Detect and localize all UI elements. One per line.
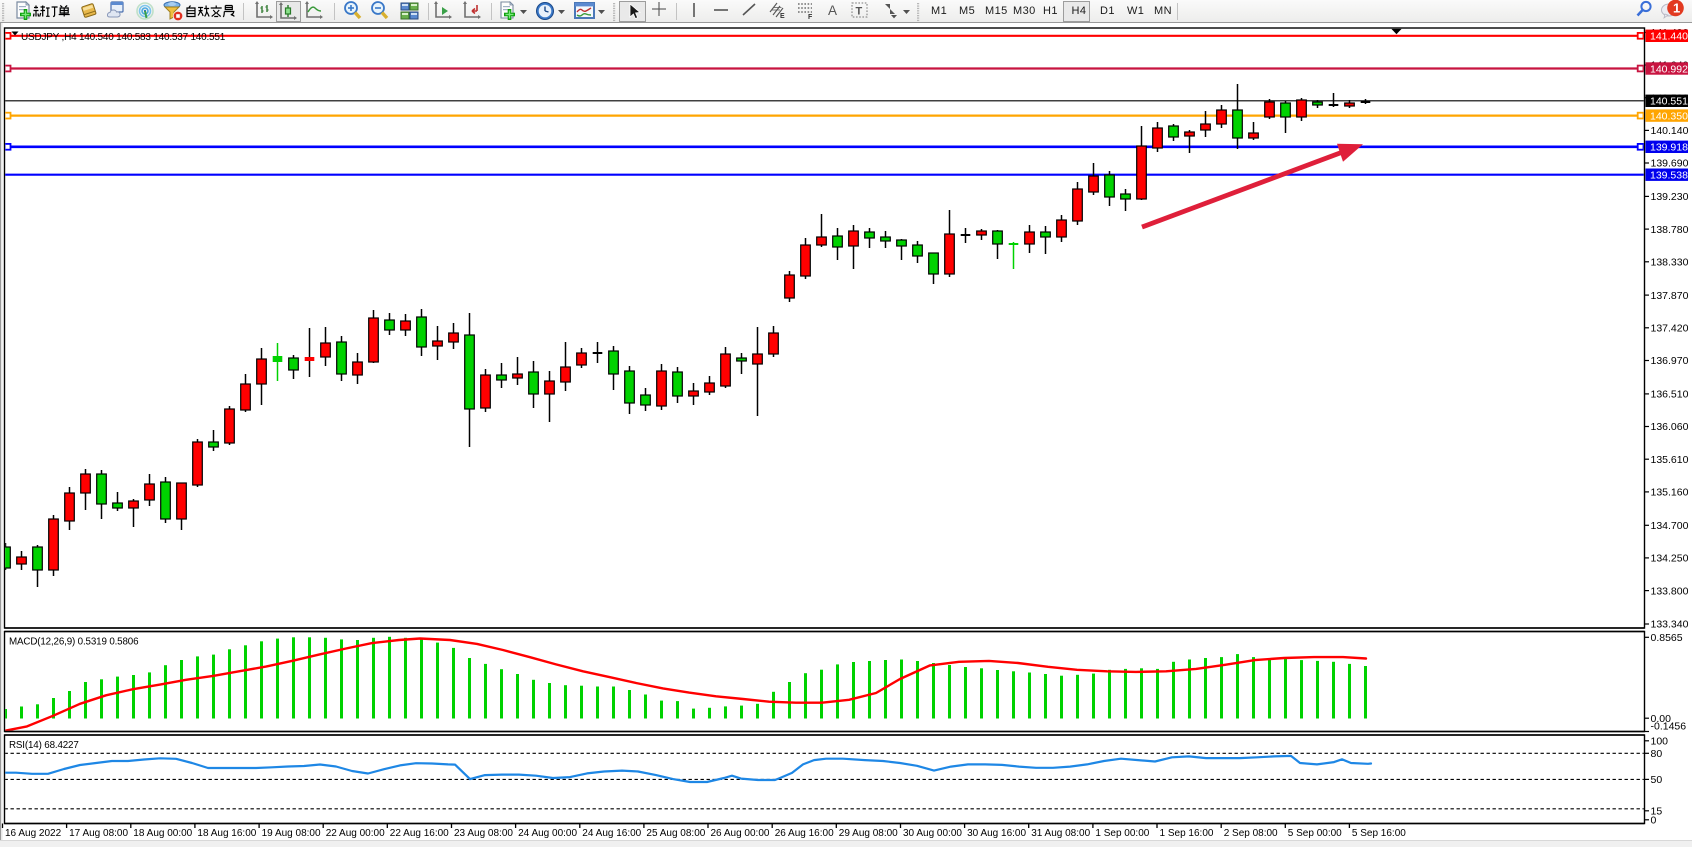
svg-text:1: 1 — [1673, 1, 1680, 16]
svg-text:138.780: 138.780 — [1651, 224, 1689, 236]
svg-text:138.330: 138.330 — [1651, 257, 1689, 269]
svg-text:139.918: 139.918 — [1650, 142, 1688, 154]
svg-text:137.420: 137.420 — [1651, 323, 1689, 335]
svg-text:133.340: 133.340 — [1651, 619, 1689, 631]
svg-text:136.970: 136.970 — [1651, 355, 1689, 367]
svg-text:25 Aug 08:00: 25 Aug 08:00 — [646, 828, 705, 839]
svg-text:22 Aug 00:00: 22 Aug 00:00 — [326, 828, 385, 839]
svg-text:135.160: 135.160 — [1651, 487, 1689, 499]
svg-text:18 Aug 00:00: 18 Aug 00:00 — [133, 828, 192, 839]
svg-text:-0.1456: -0.1456 — [1651, 721, 1687, 733]
svg-text:134.700: 134.700 — [1651, 520, 1689, 532]
svg-text:16 Aug 2022: 16 Aug 2022 — [5, 828, 62, 839]
svg-text:A: A — [828, 3, 837, 18]
svg-text:31 Aug 08:00: 31 Aug 08:00 — [1031, 828, 1090, 839]
svg-text:1 Sep 00:00: 1 Sep 00:00 — [1095, 828, 1149, 839]
svg-text:5 Sep 16:00: 5 Sep 16:00 — [1352, 828, 1406, 839]
svg-text:30 Aug 00:00: 30 Aug 00:00 — [903, 828, 962, 839]
svg-text:F: F — [808, 14, 813, 21]
svg-text:137.870: 137.870 — [1651, 290, 1689, 302]
svg-text:140.140: 140.140 — [1651, 125, 1689, 137]
svg-text:T: T — [856, 6, 863, 18]
svg-text:140.992: 140.992 — [1650, 63, 1688, 75]
svg-text:30 Aug 16:00: 30 Aug 16:00 — [967, 828, 1026, 839]
svg-text:50: 50 — [1651, 774, 1663, 786]
svg-text:18 Aug 16:00: 18 Aug 16:00 — [197, 828, 256, 839]
svg-text:133.800: 133.800 — [1651, 585, 1689, 597]
svg-text:23 Aug 08:00: 23 Aug 08:00 — [454, 828, 513, 839]
svg-text:80: 80 — [1651, 748, 1663, 760]
svg-text:15: 15 — [1651, 806, 1663, 818]
svg-text:140.551: 140.551 — [1650, 96, 1688, 108]
svg-text:0.00: 0.00 — [1651, 713, 1672, 725]
svg-text:USDJPY ,H4 140.540 140.583 14: USDJPY ,H4 140.540 140.583 140.537 140.5… — [21, 32, 226, 43]
svg-text:2 Sep 08:00: 2 Sep 08:00 — [1224, 828, 1278, 839]
svg-text:100: 100 — [1651, 736, 1669, 748]
svg-text:26 Aug 00:00: 26 Aug 00:00 — [711, 828, 770, 839]
svg-text:5 Sep 00:00: 5 Sep 00:00 — [1288, 828, 1342, 839]
svg-text:140.350: 140.350 — [1650, 110, 1688, 122]
svg-text:139.230: 139.230 — [1651, 191, 1689, 203]
svg-text:19 Aug 08:00: 19 Aug 08:00 — [262, 828, 321, 839]
svg-text:1 Sep 16:00: 1 Sep 16:00 — [1160, 828, 1214, 839]
svg-text:136.510: 136.510 — [1651, 389, 1689, 401]
svg-text:MACD(12,26,9) 0.5319 0.5806: MACD(12,26,9) 0.5319 0.5806 — [9, 637, 139, 648]
svg-text:17 Aug 08:00: 17 Aug 08:00 — [69, 828, 128, 839]
svg-text:0.8565: 0.8565 — [1651, 632, 1683, 644]
svg-text:139.538: 139.538 — [1650, 170, 1688, 182]
svg-text:135.610: 135.610 — [1651, 454, 1689, 466]
svg-text:26 Aug 16:00: 26 Aug 16:00 — [775, 828, 834, 839]
svg-text:136.060: 136.060 — [1651, 421, 1689, 433]
svg-text:0: 0 — [1651, 815, 1657, 827]
svg-text:141.440: 141.440 — [1650, 31, 1688, 43]
svg-text:134.250: 134.250 — [1651, 553, 1689, 565]
svg-text:E: E — [780, 13, 785, 20]
svg-text:29 Aug 08:00: 29 Aug 08:00 — [839, 828, 898, 839]
svg-text:22 Aug 16:00: 22 Aug 16:00 — [390, 828, 449, 839]
svg-text:24 Aug 16:00: 24 Aug 16:00 — [582, 828, 641, 839]
svg-text:24 Aug 00:00: 24 Aug 00:00 — [518, 828, 577, 839]
svg-text:139.690: 139.690 — [1651, 158, 1689, 170]
svg-text:RSI(14) 68.4227: RSI(14) 68.4227 — [9, 740, 79, 751]
